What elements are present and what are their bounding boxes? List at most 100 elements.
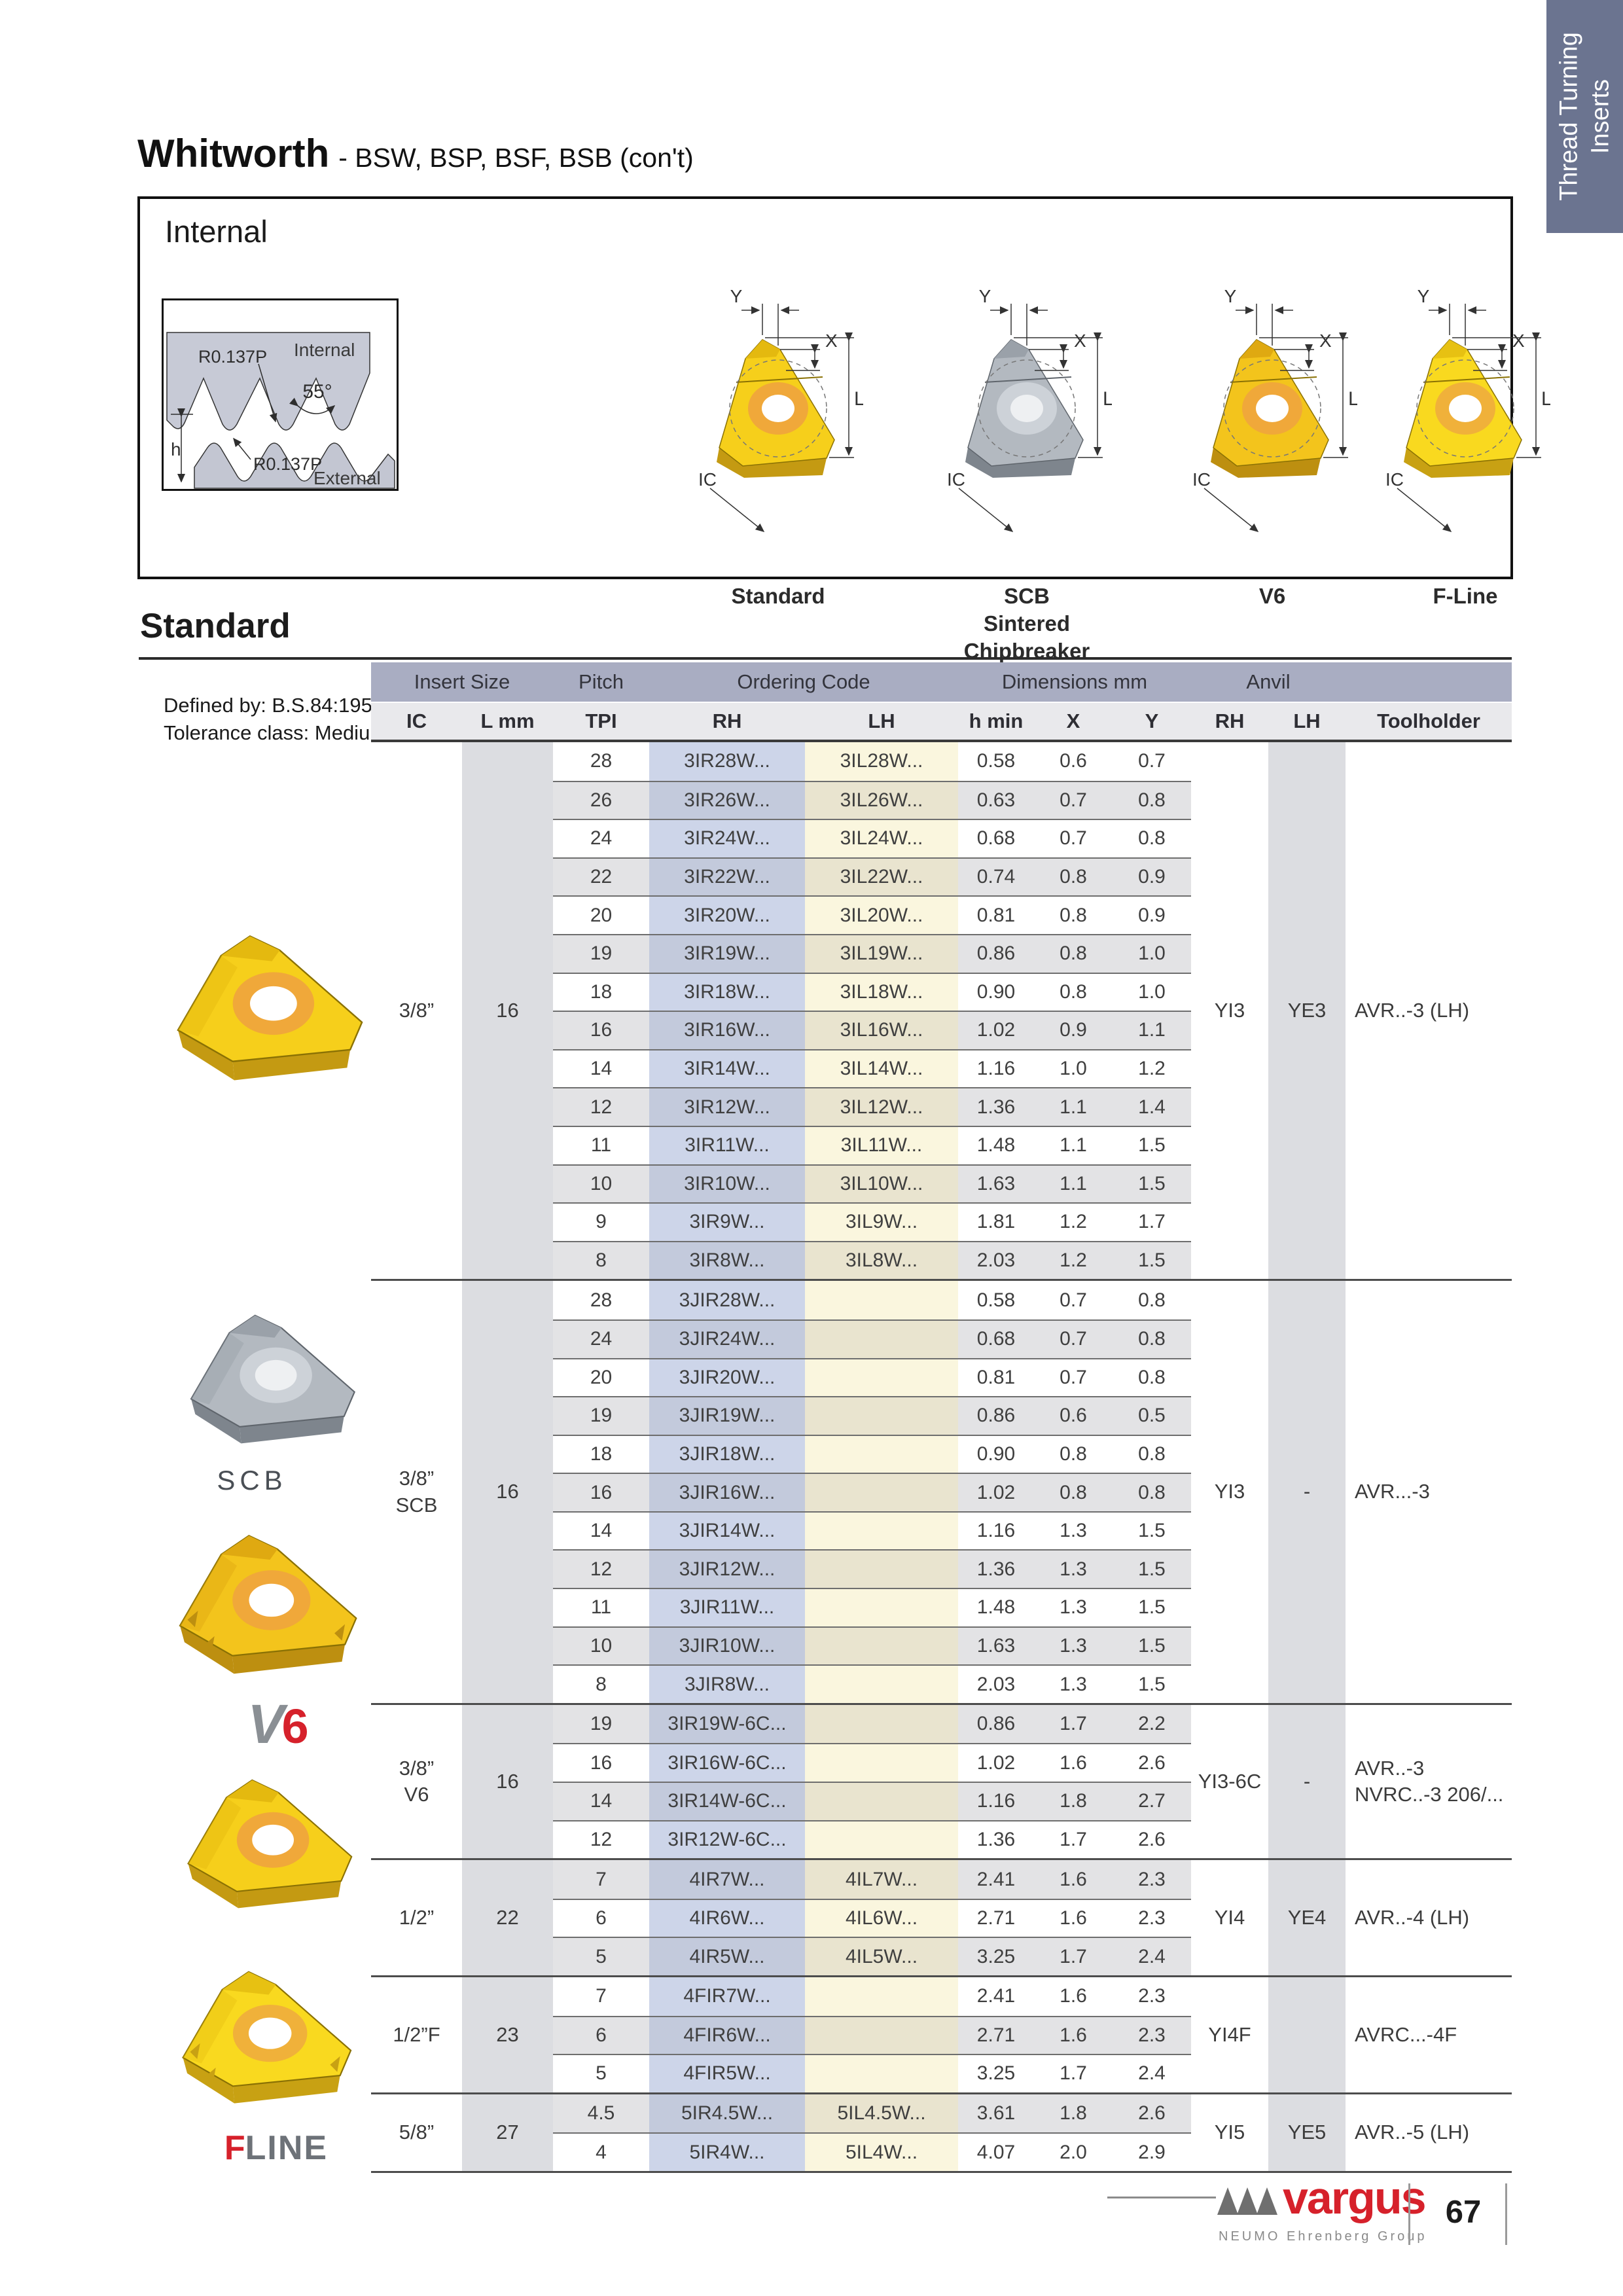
tpi-cell: 7 xyxy=(553,1977,649,2016)
ordering-code-lh-cell: 3IL14W... xyxy=(805,1049,958,1088)
x-cell: 0.8 xyxy=(1034,857,1113,896)
anvil-rh: YI3-6C xyxy=(1198,1769,1262,1793)
anvil-lh: YE4 xyxy=(1268,1860,1346,1975)
ordering-code-lh-cell xyxy=(805,1743,958,1782)
ordering-code-lh-cell: 4IL6W... xyxy=(805,1898,958,1937)
tpi-cell: 28 xyxy=(553,1281,649,1319)
y-cell: 1.5 xyxy=(1113,1626,1191,1665)
x-cell: 1.3 xyxy=(1034,1588,1113,1626)
h-min-cell: 1.63 xyxy=(958,1626,1034,1665)
label-h: h xyxy=(171,439,181,459)
h-min-cell: 0.68 xyxy=(958,1319,1034,1358)
dim-ic-label: IC xyxy=(947,469,965,490)
anvil-rh: YI4F xyxy=(1208,2022,1251,2046)
y-cell: 2.3 xyxy=(1113,1860,1191,1899)
y-cell: 2.3 xyxy=(1113,1977,1191,2016)
table-block-4: 1/2”F 23 YI4F AVRC...-4F 7 4FIR7W... 2.41 1.6 2.… xyxy=(371,1975,1512,2092)
dim-y-label: Y xyxy=(1224,286,1237,306)
ordering-code-lh-cell xyxy=(805,1281,958,1319)
table-top-rule xyxy=(139,657,1512,660)
h-min-cell: 3.61 xyxy=(958,2094,1034,2133)
variant-standard: Y X L IC Standard xyxy=(680,270,876,608)
h-min-cell: 1.02 xyxy=(958,1011,1034,1049)
ordering-code-rh-cell: 3JIR28W... xyxy=(649,1281,805,1319)
h-min-cell: 0.86 xyxy=(958,1704,1034,1744)
y-cell: 1.5 xyxy=(1113,1588,1191,1626)
ordering-code-lh-cell: 3IL20W... xyxy=(805,895,958,934)
insert-photo xyxy=(182,1971,352,2104)
x-cell: 0.8 xyxy=(1034,1434,1113,1473)
v6-logo-v: V xyxy=(247,1693,284,1755)
h-min-cell: 0.86 xyxy=(958,933,1034,973)
ordering-code-lh-cell: 5IL4W... xyxy=(805,2132,958,2171)
x-cell: 1.8 xyxy=(1034,1782,1113,1820)
fline-logo-f: F xyxy=(224,2129,245,2167)
ordering-code-rh-cell: 3IR20W... xyxy=(649,895,805,934)
insert-size-ic: 3/8” xyxy=(399,999,435,1022)
y-cell: 0.8 xyxy=(1113,1357,1191,1397)
tpi-cell: 4.5 xyxy=(553,2094,649,2133)
ordering-code-lh-cell: 3IL24W... xyxy=(805,819,958,857)
ordering-code-lh-cell: 3IL11W... xyxy=(805,1125,958,1164)
h-min-cell: 3.25 xyxy=(958,1937,1034,1975)
insert-photo xyxy=(187,1779,353,1909)
x-cell: 0.9 xyxy=(1034,1011,1113,1049)
photo-v6-insert xyxy=(160,1513,380,1693)
tpi-cell: 19 xyxy=(553,1396,649,1435)
table-body: 3/8” 16 YI3 YE3 AVR..-3 (LH) 28 3IR28W... 3IL28… xyxy=(371,742,1512,2173)
col-toolholder: Toolholder xyxy=(1377,709,1480,732)
h-min-cell: 1.48 xyxy=(958,1588,1034,1626)
tpi-cell: 12 xyxy=(553,1087,649,1126)
x-cell: 1.0 xyxy=(1034,1049,1113,1088)
x-cell: 0.8 xyxy=(1034,972,1113,1011)
y-cell: 1.5 xyxy=(1113,1511,1191,1550)
vargus-triangles-icon xyxy=(1217,2187,1277,2215)
y-cell: 2.3 xyxy=(1113,1898,1191,1937)
h-min-cell: 0.81 xyxy=(958,1357,1034,1397)
ordering-code-lh-cell xyxy=(805,1434,958,1473)
x-cell: 0.8 xyxy=(1034,933,1113,973)
tpi-cell: 20 xyxy=(553,895,649,934)
y-cell: 0.8 xyxy=(1113,1319,1191,1358)
anvil-lh xyxy=(1268,1977,1346,2092)
ordering-code-rh-cell: 3IR16W... xyxy=(649,1011,805,1049)
photo-scb-insert xyxy=(171,1295,378,1462)
h-min-cell: 1.36 xyxy=(958,1087,1034,1126)
y-cell: 2.3 xyxy=(1113,2015,1191,2054)
h-min-cell: 1.16 xyxy=(958,1511,1034,1550)
toolholder: AVR..-3 (LH) xyxy=(1355,999,1470,1022)
tpi-cell: 5 xyxy=(553,2054,649,2092)
h-min-cell: 1.02 xyxy=(958,1473,1034,1511)
table-block-3: 1/2” 22 YI4 YE4 AVR..-4 (LH) 7 4IR7W... 4IL7W..… xyxy=(371,1858,1512,1975)
insert-size-l: 16 xyxy=(462,1281,553,1703)
tpi-cell: 14 xyxy=(553,1049,649,1088)
toolholder: AVRC...-4F xyxy=(1355,2022,1457,2046)
h-min-cell: 1.36 xyxy=(958,1549,1034,1588)
h-min-cell: 1.16 xyxy=(958,1782,1034,1820)
ordering-code-rh-cell: 3IR24W... xyxy=(649,819,805,857)
ordering-code-rh-cell: 3JIR24W... xyxy=(649,1319,805,1358)
ordering-code-rh-cell: 3JIR11W... xyxy=(649,1588,805,1626)
anvil-rh: YI3 xyxy=(1214,999,1245,1022)
y-cell: 2.9 xyxy=(1113,2132,1191,2171)
table-block-1: 3/8” SCB 16 YI3- AVR...-3 28 3JIR28W... 0.58 0.7… xyxy=(371,1279,1512,1703)
table-group-header: Insert Size Pitch Ordering Code Dimensio… xyxy=(371,662,1512,703)
dim-x-label: X xyxy=(1319,331,1332,351)
insert-size-ic: 5/8” xyxy=(399,2121,435,2144)
ordering-code-rh-cell: 3JIR18W... xyxy=(649,1434,805,1473)
ordering-code-lh-cell: 5IL4.5W... xyxy=(805,2094,958,2133)
ordering-code-lh-cell xyxy=(805,1357,958,1397)
h-min-cell: 3.25 xyxy=(958,2054,1034,2092)
insert-size-ic: 1/2”F xyxy=(393,2022,440,2046)
h-min-cell: 0.63 xyxy=(958,780,1034,819)
h-min-cell: 1.16 xyxy=(958,1049,1034,1088)
tpi-cell: 10 xyxy=(553,1626,649,1665)
x-cell: 1.3 xyxy=(1034,1549,1113,1588)
y-cell: 0.5 xyxy=(1113,1396,1191,1435)
h-min-cell: 2.71 xyxy=(958,1898,1034,1937)
tpi-cell: 16 xyxy=(553,1011,649,1049)
ordering-code-lh-cell xyxy=(805,1704,958,1744)
col-ic: IC xyxy=(406,709,427,732)
tpi-cell: 8 xyxy=(553,1240,649,1280)
x-cell: 0.7 xyxy=(1034,819,1113,857)
